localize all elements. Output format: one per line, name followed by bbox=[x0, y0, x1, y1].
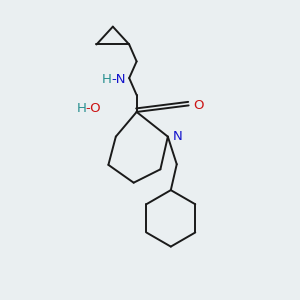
Text: H: H bbox=[77, 103, 87, 116]
Text: N: N bbox=[172, 130, 182, 143]
Text: -O: -O bbox=[86, 103, 101, 116]
Text: -N: -N bbox=[112, 73, 126, 86]
Text: H: H bbox=[102, 73, 112, 86]
Text: O: O bbox=[193, 99, 204, 112]
